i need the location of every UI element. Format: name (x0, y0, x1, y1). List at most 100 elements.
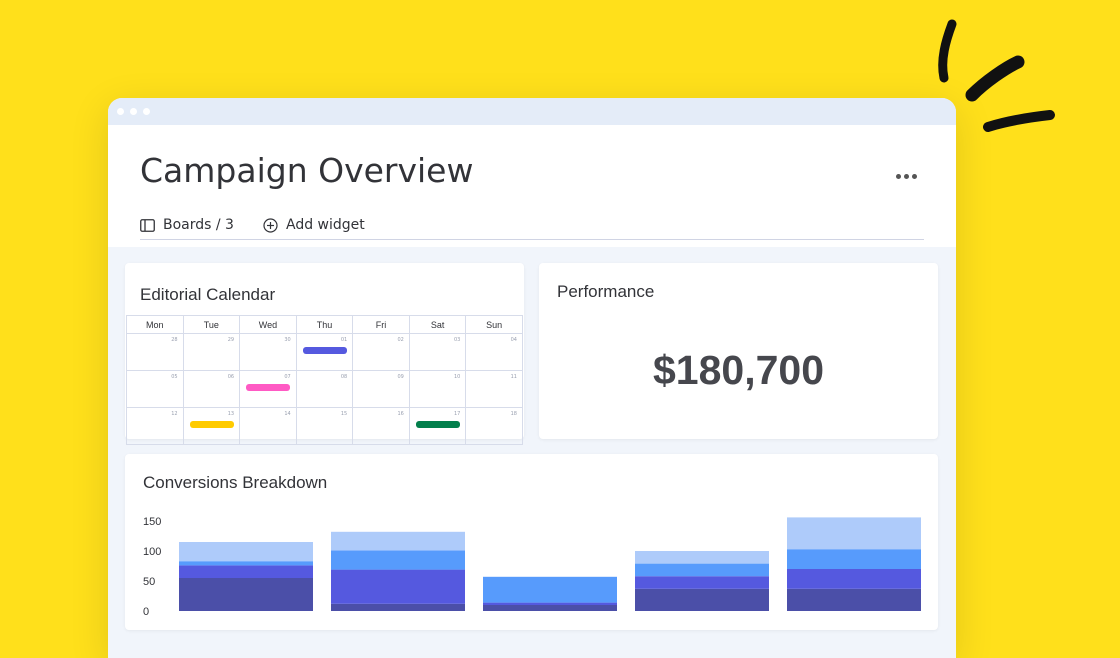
calendar-day-cell[interactable]: 11 (465, 370, 523, 408)
add-widget-label: Add widget (286, 217, 365, 233)
calendar-day-header: Thu (295, 315, 354, 334)
add-widget-button[interactable]: Add widget (263, 215, 365, 235)
chart-bar-segment[interactable] (331, 550, 465, 570)
calendar-day-header: Wed (239, 315, 297, 334)
performance-value: $180,700 (652, 347, 824, 393)
calendar-date-number: 10 (454, 374, 461, 380)
performance-widget: Performance $180,700 (539, 263, 938, 439)
calendar-day-cell[interactable]: 07 (239, 370, 297, 408)
chart-bar-segment[interactable] (179, 542, 313, 562)
chart-bar-segment[interactable] (179, 565, 313, 578)
chart-title: Conversions Breakdown (143, 473, 328, 492)
chart-bar-segment[interactable] (787, 569, 921, 589)
sidebar-panel-icon (140, 218, 155, 232)
window-dot-icon (117, 108, 124, 115)
window-titlebar (108, 98, 956, 125)
calendar-day-cell[interactable]: 18 (465, 407, 523, 445)
calendar-date-number: 05 (171, 374, 178, 380)
chart-bar-segment[interactable] (331, 603, 465, 611)
calendar-day-cell[interactable]: 12 (126, 407, 184, 445)
calendar-date-number: 30 (284, 337, 291, 343)
calendar-date-number: 15 (340, 411, 348, 417)
editorial-calendar-widget: Editorial Calendar Mon Tue Wed Thu Fri Sat Sun… (125, 263, 524, 445)
calendar-day-header: Sun (465, 315, 523, 334)
calendar-date-number: 16 (397, 411, 404, 417)
chart-bar-segment[interactable] (787, 549, 921, 569)
calendar-event[interactable] (189, 421, 234, 428)
calendar-date-number: 08 (340, 374, 348, 380)
chart-bar-segment[interactable] (787, 517, 921, 550)
chart-bar-segment[interactable] (179, 578, 313, 611)
boards-label: Boards / 3 (163, 217, 234, 233)
calendar-date-number: 12 (171, 411, 178, 417)
calendar-day-header: Sat (408, 315, 467, 334)
calendar-date-number: 02 (397, 337, 404, 343)
chart-bar-segment[interactable] (483, 602, 617, 605)
y-tick-label: 100 (143, 546, 161, 558)
calendar-date-number: 13 (227, 411, 235, 417)
widget-title: Editorial Calendar (140, 285, 276, 304)
chart-bar-segment[interactable] (179, 561, 313, 566)
y-tick-label: 50 (143, 576, 155, 588)
app-window: Campaign Overview Boards / 3 Add widget … (108, 98, 956, 658)
plus-circle-icon (263, 217, 278, 233)
window-dot-icon (143, 108, 150, 115)
calendar-week-row: 12 13 14 15 16 17 18 (126, 407, 523, 445)
y-tick-label: 150 (143, 516, 161, 528)
calendar-day-cell[interactable]: 14 (239, 407, 297, 445)
calendar-date-number: 17 (454, 411, 461, 417)
chart-bar-segment[interactable] (331, 569, 465, 604)
y-tick-label: 0 (143, 606, 149, 618)
calendar-date-number: 06 (227, 374, 235, 380)
calendar-day-header: Fri (352, 315, 410, 334)
chart-bar-segment[interactable] (635, 576, 769, 589)
calendar-week-row: 05 06 07 08 09 10 11 (126, 370, 523, 408)
calendar-day-cell[interactable]: 17 (408, 407, 467, 445)
calendar-date-number: 28 (171, 337, 178, 343)
calendar-date-number: 01 (340, 337, 348, 343)
calendar-date-number: 09 (397, 374, 404, 380)
calendar-day-cell[interactable]: 16 (352, 407, 410, 445)
calendar-date-number: 11 (510, 374, 517, 380)
more-options-icon[interactable] (896, 164, 922, 179)
calendar-day-cell[interactable]: 05 (126, 370, 184, 408)
calendar-event[interactable] (246, 384, 291, 391)
chart-bar-segment[interactable] (483, 605, 617, 611)
calendar-day-cell[interactable]: 10 (408, 370, 467, 408)
window-dot-icon (130, 108, 137, 115)
calendar-day-cell[interactable]: 04 (465, 333, 523, 371)
boards-button[interactable]: Boards / 3 (140, 215, 234, 235)
calendar-day-cell[interactable]: 13 (182, 407, 241, 445)
calendar-day-cell[interactable]: 03 (408, 333, 467, 371)
calendar-day-header: Mon (126, 315, 184, 334)
calendar-date-number: 04 (510, 337, 517, 343)
page-title: Campaign Overview (140, 151, 474, 190)
calendar-day-cell[interactable]: 01 (295, 333, 354, 371)
calendar-day-cell[interactable]: 30 (239, 333, 297, 371)
chart-bar-segment[interactable] (635, 563, 769, 577)
calendar-day-cell[interactable]: 08 (295, 370, 354, 408)
calendar-event[interactable] (302, 347, 347, 354)
calendar-week-row: 28 29 30 01 02 03 04 (126, 333, 523, 371)
chart-bar-segment[interactable] (787, 588, 921, 611)
calendar-event[interactable] (415, 421, 460, 428)
calendar-day-cell[interactable]: 02 (352, 333, 410, 371)
calendar-date-number: 18 (510, 411, 517, 417)
chart-bar-segment[interactable] (635, 551, 769, 564)
chart-bar-segment[interactable] (483, 576, 617, 603)
calendar-date-number: 03 (454, 337, 461, 343)
calendar-date-number: 14 (284, 411, 291, 417)
board-toolbar: Boards / 3 Add widget (140, 215, 924, 240)
calendar-day-cell[interactable]: 29 (182, 333, 241, 371)
board-header: Campaign Overview Boards / 3 Add widget (108, 125, 956, 247)
calendar-day-cell[interactable]: 15 (295, 407, 354, 445)
calendar-day-header: Tue (182, 315, 241, 334)
widget-title: Performance (557, 282, 655, 301)
calendar-date-number: 29 (227, 337, 235, 343)
calendar-day-cell[interactable]: 09 (352, 370, 410, 408)
calendar-day-cell[interactable]: 06 (182, 370, 241, 408)
chart-bar-segment[interactable] (331, 531, 465, 551)
calendar-day-cell[interactable]: 28 (126, 333, 184, 371)
calendar-grid: Mon Tue Wed Thu Fri Sat Sun 28 29 30 01 02 03 04 05 06… (126, 315, 523, 445)
chart-bar-segment[interactable] (635, 588, 769, 611)
